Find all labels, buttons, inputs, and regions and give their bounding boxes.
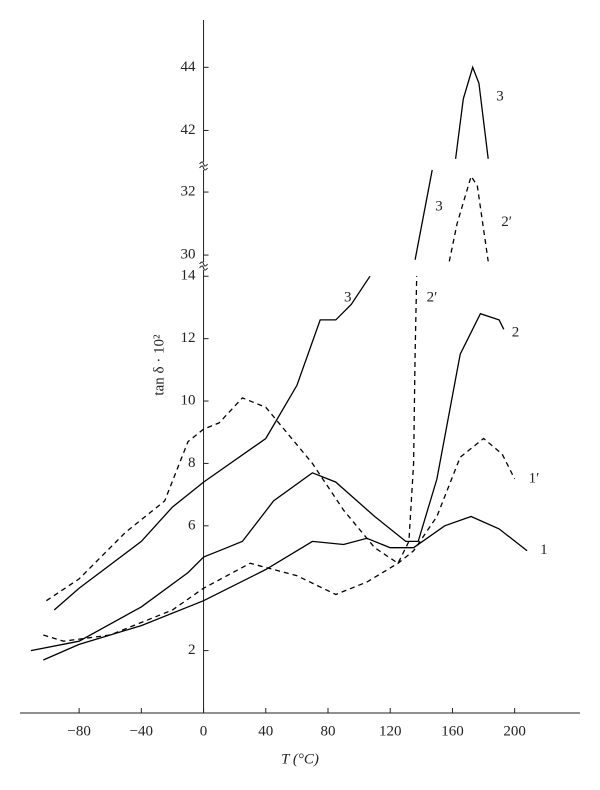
axis-break [199,165,208,171]
y-axis-label: tan δ · 10² [151,334,167,396]
y-tick-label: 32 [181,183,196,199]
x-tick-label: 80 [321,723,336,739]
series-label: 2 [512,325,520,341]
series-line [43,437,516,642]
x-axis-label: T (°C) [281,751,319,767]
x-tick-label: 200 [503,723,526,739]
y-tick-label: 30 [181,247,196,263]
x-tick-label: −80 [67,723,90,739]
x-tick-label: 160 [441,723,464,739]
axis-break [199,261,208,267]
series-label: 3 [344,290,352,306]
series-label: 1 [540,542,548,558]
x-tick-label: 120 [379,723,402,739]
series-label: 1′ [529,470,540,486]
series-label: 2′ [501,214,512,230]
series-line [46,276,418,602]
y-tick-label: 44 [181,59,197,75]
y-tick-label: 2 [188,642,196,658]
y-tick-label: 6 [188,517,196,533]
y-tick-label: 10 [181,392,196,408]
series-line [43,515,528,661]
y-tick-label: 14 [181,268,197,284]
axis-break [199,265,208,271]
series-label: 3 [435,198,443,214]
axis-break [199,161,208,167]
series-line [454,65,489,159]
x-tick-label: −40 [130,723,153,739]
y-tick-label: 8 [188,455,196,471]
series-line [53,275,371,611]
series-line [30,312,505,652]
x-tick-label: 40 [258,723,273,739]
x-tick-label: 0 [200,723,208,739]
y-tick-label: 12 [181,330,196,346]
series-label: 3 [496,88,504,104]
series-label: 2′ [427,290,438,306]
series-line [414,169,433,260]
series-line [448,174,489,262]
y-tick-label: 42 [181,122,196,138]
